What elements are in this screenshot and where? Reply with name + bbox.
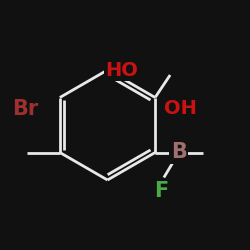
Text: HO: HO [106,60,138,80]
Text: B: B [171,142,187,163]
Text: OH: OH [164,99,196,118]
Text: F: F [154,181,168,201]
Text: Br: Br [12,99,38,119]
